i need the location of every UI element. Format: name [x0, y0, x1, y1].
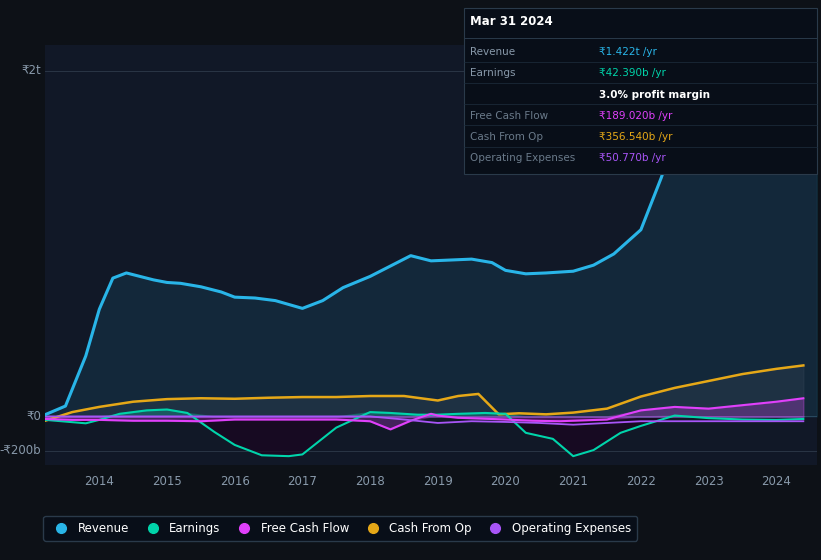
Text: Revenue: Revenue: [470, 47, 516, 57]
Text: Free Cash Flow: Free Cash Flow: [470, 111, 548, 121]
Text: 3.0% profit margin: 3.0% profit margin: [599, 90, 710, 100]
Text: Earnings: Earnings: [470, 68, 516, 78]
Text: ₹50.770b /yr: ₹50.770b /yr: [599, 153, 666, 164]
Text: Operating Expenses: Operating Expenses: [470, 153, 576, 164]
Text: ₹1.422t /yr: ₹1.422t /yr: [599, 47, 657, 57]
Text: ₹356.540b /yr: ₹356.540b /yr: [599, 132, 673, 142]
Text: Cash From Op: Cash From Op: [470, 132, 544, 142]
Text: -₹200b: -₹200b: [0, 445, 41, 458]
Text: ₹189.020b /yr: ₹189.020b /yr: [599, 111, 672, 121]
Text: ₹0: ₹0: [26, 410, 41, 423]
Text: ₹42.390b /yr: ₹42.390b /yr: [599, 68, 666, 78]
Legend: Revenue, Earnings, Free Cash Flow, Cash From Op, Operating Expenses: Revenue, Earnings, Free Cash Flow, Cash …: [44, 516, 637, 541]
Text: ₹2t: ₹2t: [21, 64, 41, 77]
Text: Mar 31 2024: Mar 31 2024: [470, 15, 553, 28]
